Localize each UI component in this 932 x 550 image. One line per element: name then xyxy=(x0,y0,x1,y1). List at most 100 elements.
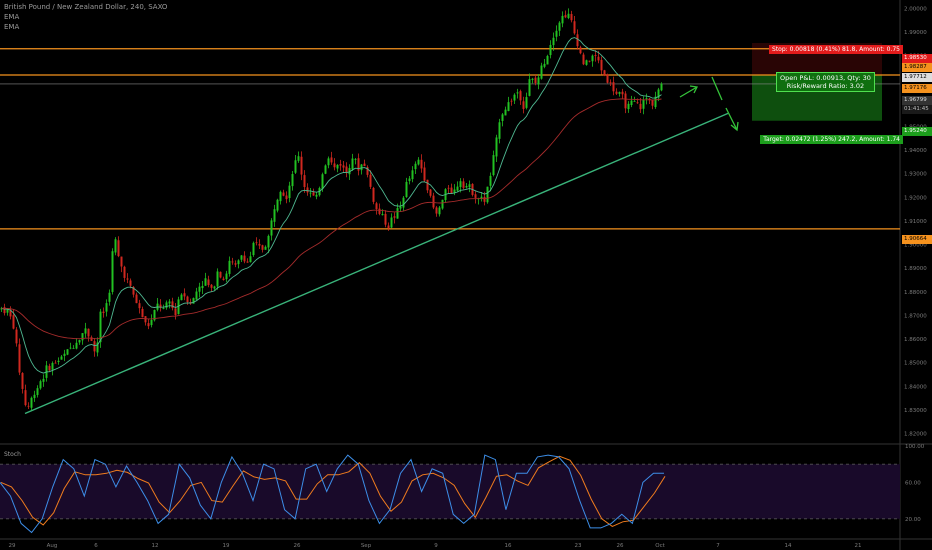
candle-body xyxy=(144,316,147,323)
high-price-tag: 1.97712 xyxy=(902,73,932,82)
candle-body xyxy=(366,167,369,175)
target-label[interactable]: Target: 0.02472 (1.25%) 247.2, Amount: 1… xyxy=(760,135,903,144)
stoch-y-tick-label: 100.00 xyxy=(905,444,925,450)
candle-body xyxy=(660,83,663,91)
open-pl-box[interactable]: Open P&L: 0.00913, Qty: 30 Risk/Reward R… xyxy=(776,72,875,92)
trend-line xyxy=(24,112,729,415)
candle-body xyxy=(468,184,471,188)
candle-body xyxy=(432,195,435,208)
candle-body xyxy=(393,216,396,218)
candle-body xyxy=(33,394,36,399)
candle-body xyxy=(525,97,528,108)
x-tick-label: 12 xyxy=(152,543,159,549)
candle-body xyxy=(84,328,87,334)
symbol-title: British Pound / New Zealand Dollar, 240,… xyxy=(4,3,168,11)
y-tick-label: 1.87000 xyxy=(904,313,927,319)
candle-body xyxy=(30,397,33,408)
candle-body xyxy=(585,60,588,65)
candle-body xyxy=(306,187,309,193)
stoch-d-line xyxy=(0,455,666,527)
candle-body xyxy=(498,122,501,139)
candle-body xyxy=(510,100,513,102)
candle-body xyxy=(618,92,621,94)
candle-body xyxy=(258,243,261,246)
candle-body xyxy=(489,175,492,186)
candle-body xyxy=(339,164,342,166)
stop-label[interactable]: Stop: 0.00818 (0.41%) 81.8, Amount: 0.75 xyxy=(769,45,903,54)
candle-body xyxy=(21,373,24,389)
candle-body xyxy=(153,309,156,321)
stoch-k-line xyxy=(0,454,664,534)
risk-reward-text: Risk/Reward Ratio: 3.02 xyxy=(786,82,865,90)
candle-body xyxy=(348,168,351,175)
candle-body xyxy=(624,93,627,109)
candle-body xyxy=(399,206,402,209)
candle-body xyxy=(657,89,660,98)
ema-slow-legend[interactable]: EMA xyxy=(4,23,20,31)
candle-body xyxy=(600,59,603,71)
ema-fast-line xyxy=(1,37,662,374)
countdown-tag: 01:41:45 xyxy=(902,105,932,114)
candle-body xyxy=(429,189,432,196)
candle-body xyxy=(225,273,228,280)
candle-body xyxy=(381,214,384,216)
candle-body xyxy=(591,55,594,62)
candle-body xyxy=(231,261,234,263)
ema-fast-legend[interactable]: EMA xyxy=(4,13,20,21)
x-tick-label: 7 xyxy=(716,543,720,549)
candle-body xyxy=(561,15,564,24)
candle-body xyxy=(603,70,606,76)
candle-body xyxy=(234,263,237,265)
candle-body xyxy=(267,235,270,248)
candle-body xyxy=(402,197,405,208)
candle-body xyxy=(294,160,297,173)
candle-body xyxy=(141,308,144,318)
y-tick-label: 1.88000 xyxy=(904,290,927,296)
candle-body xyxy=(300,156,303,175)
candle-body xyxy=(519,91,522,101)
candle-body xyxy=(39,381,42,389)
candle-body xyxy=(24,390,27,406)
candle-body xyxy=(0,308,3,310)
candle-body xyxy=(285,195,288,200)
candle-body xyxy=(354,159,357,161)
candle-body xyxy=(363,163,366,167)
candle-body xyxy=(3,307,6,314)
candle-body xyxy=(174,308,177,316)
candle-body xyxy=(522,101,525,109)
forecast-arrow-line xyxy=(711,76,723,101)
candle-body xyxy=(150,320,153,326)
candle-body xyxy=(372,187,375,202)
candle-body xyxy=(351,158,354,170)
candle-body xyxy=(507,102,510,112)
candle-body xyxy=(588,60,591,62)
forecast-arrow-head xyxy=(730,121,739,132)
candle-body xyxy=(246,261,249,263)
candle-body xyxy=(132,286,135,295)
candle-body xyxy=(243,255,246,262)
stop-price-tag: 1.98530 xyxy=(902,54,932,63)
forecast-arrow-line xyxy=(679,86,698,98)
last-price-tag: 1.96799 xyxy=(902,96,932,105)
x-tick-label: 23 xyxy=(575,543,582,549)
candle-body xyxy=(81,333,84,341)
candle-body xyxy=(303,175,306,188)
candle-body xyxy=(138,303,141,309)
candle-body xyxy=(54,362,57,364)
candle-body xyxy=(12,315,15,329)
candle-body xyxy=(639,103,642,110)
candle-body xyxy=(180,294,183,301)
x-tick-label: 6 xyxy=(94,543,98,549)
candle-body xyxy=(66,349,69,355)
candle-body xyxy=(216,271,219,287)
stoch-label[interactable]: Stoch xyxy=(4,451,21,458)
candle-body xyxy=(369,174,372,187)
upper-level-tag: 1.98287 xyxy=(902,63,932,72)
candle-body xyxy=(606,74,609,83)
candle-body xyxy=(276,199,279,211)
candle-body xyxy=(450,187,453,194)
candle-body xyxy=(198,286,201,292)
x-tick-label: 9 xyxy=(434,543,438,549)
y-tick-label: 2.00000 xyxy=(904,6,927,12)
candle-body xyxy=(126,278,129,280)
